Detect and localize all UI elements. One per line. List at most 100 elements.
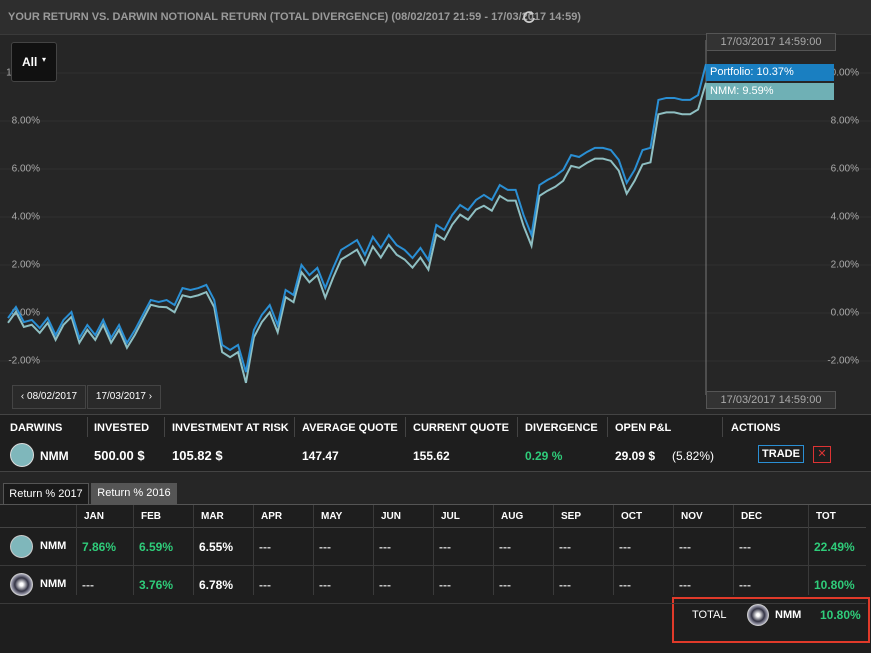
column-header: ACTIONS [731,422,781,434]
column-header: APR [261,511,283,522]
return-cell: --- [619,540,631,554]
column-header: OCT [621,511,643,522]
column-divider [733,505,734,595]
column-divider [373,505,374,595]
row-divider [0,603,866,604]
column-divider [493,505,494,595]
current-quote: 155.62 [413,449,450,463]
return-cell: --- [499,540,511,554]
return-cell: 6.78% [199,578,234,592]
darwin-icon [747,604,769,626]
column-header: JAN [84,511,105,522]
column-header: DARWINS [10,422,63,434]
returns-table: TOTAL NMM 10.80% JAN FEB MAR APR MAY JUN JUL AU… [0,504,871,653]
return-cell: --- [499,578,511,592]
return-cell: --- [259,578,271,592]
range-label: All [22,55,38,69]
row-divider [0,565,866,566]
y-tick-label: 4.00% [12,212,40,223]
column-divider [433,505,434,595]
darwin-icon [10,443,34,467]
darwin-icon [10,573,33,596]
column-header: CURRENT QUOTE [413,422,509,434]
refresh-icon[interactable] [522,10,536,24]
title: YOUR RETURN VS. DARWIN NOTIONAL RETURN (… [8,11,581,23]
y2-tick-label: 10.00% [825,68,859,79]
tab[interactable]: Return % 2016 [91,483,177,504]
average-quote: 147.47 [302,449,339,463]
tab-active[interactable]: Return % 2017 [3,483,89,505]
column-divider [313,505,314,595]
return-cell: --- [679,540,691,554]
total-value: 10.80% [820,608,861,622]
return-cell: 7.86% [82,540,117,554]
crosshair-label-top: 17/03/2017 14:59:00 [706,33,836,51]
column-header: NOV [681,511,703,522]
date-end[interactable]: 17/03/2017 › [87,385,161,409]
column-header: AUG [501,511,524,522]
y-tick-label: 0.00% [12,308,40,319]
darwin-icon [10,535,33,558]
column-header: JUL [441,511,460,522]
column-divider [76,505,77,595]
column-divider [553,505,554,595]
y2-tick-label: 6.00% [831,164,859,175]
range-button[interactable]: All ▾ [11,42,57,82]
return-cell: --- [439,540,451,554]
return-cell: 6.59% [139,540,174,554]
return-cell: --- [739,578,751,592]
y-tick-label: 2.00% [12,260,40,271]
return-cell: --- [559,540,571,554]
return-cell: --- [619,578,631,592]
title-bar: YOUR RETURN VS. DARWIN NOTIONAL RETURN (… [0,0,871,35]
y2-tick-label: -2.00% [827,356,859,367]
y2-tick-label: 4.00% [831,212,859,223]
return-cell: 10.80% [814,578,855,592]
total-name: NMM [775,609,802,621]
tooltip-portfolio: Portfolio: 10.37% [706,64,834,81]
return-cell: --- [379,578,391,592]
divergence: 0.29 % [525,449,563,463]
y2-tick-label: 2.00% [831,260,859,271]
darwin-name[interactable]: NMM [40,540,67,552]
column-divider [193,505,194,595]
return-cell: --- [259,540,271,554]
positions-table: DARWINS INVESTED INVESTMENT AT RISK AVER… [0,414,871,472]
date-start-label: 08/02/2017 [27,391,78,402]
column-divider [808,505,809,595]
column-divider [673,505,674,595]
column-header: DEC [741,511,763,522]
column-header: INVESTED [94,422,150,434]
date-start[interactable]: ‹ 08/02/2017 [12,385,86,409]
return-cell: --- [319,540,331,554]
series-line [7,82,707,384]
return-cell: 3.76% [139,578,174,592]
darwin-name[interactable]: NMM [40,578,67,590]
trade-button[interactable]: TRADE [758,445,804,463]
open-pnl: 29.09 $ [615,449,656,463]
tooltip-nmm: NMM: 9.59% [706,83,834,100]
return-cell: 22.49% [814,540,855,554]
column-header: TOT [816,511,836,522]
return-cell: --- [739,540,751,554]
y2-tick-label: 0.00% [831,308,859,319]
column-divider [613,505,614,595]
crosshair-label-bottom: 17/03/2017 14:59:00 [706,391,836,409]
close-button[interactable]: ✕ [813,446,831,463]
date-end-label: 17/03/2017 [95,391,146,402]
y2-tick-label: 8.00% [831,116,859,127]
column-header: SEP [561,511,582,522]
y-tick-label: -2.00% [8,356,40,367]
column-header: FEB [141,511,161,522]
column-header: DIVERGENCE [525,422,598,434]
return-cell: --- [82,578,94,592]
return-cell: 6.55% [199,540,234,554]
darwin-name[interactable]: NMM [40,449,69,463]
column-header: MAY [321,511,343,522]
caret: ▾ [42,55,47,64]
series-line [7,63,707,373]
column-header: AVERAGE QUOTE [302,422,398,434]
column-divider [133,505,134,595]
column-divider [253,505,254,595]
